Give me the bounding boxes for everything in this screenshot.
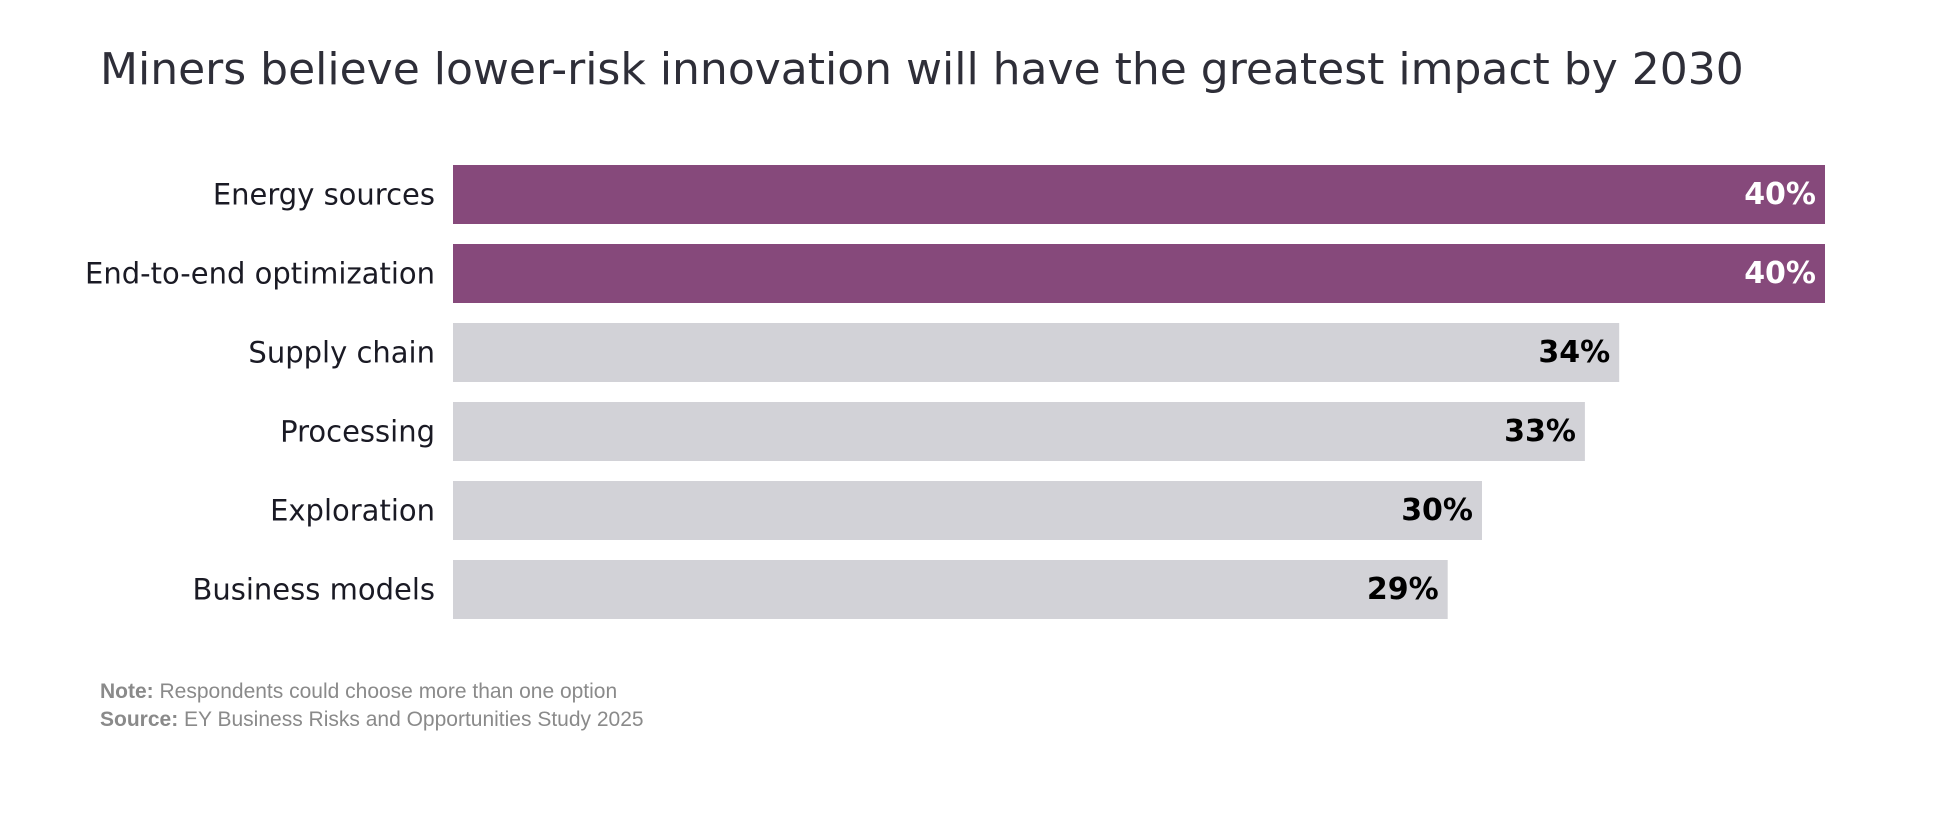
bar-supply-chain: [453, 323, 1620, 382]
category-label: Exploration: [270, 494, 435, 528]
category-label: Processing: [280, 415, 435, 449]
chart-title: Miners believe lower-risk innovation wil…: [100, 44, 1744, 95]
note-text: Respondents could choose more than one o…: [159, 680, 618, 703]
source-label: Source:: [100, 708, 179, 731]
source-text: EY Business Risks and Opportunities Stud…: [184, 708, 644, 731]
value-label: 30%: [1401, 493, 1473, 528]
bar-exploration: [453, 481, 1482, 540]
source-footnote: Source: EY Business Risks and Opportunit…: [100, 708, 644, 732]
category-label: End-to-end optimization: [85, 257, 435, 291]
category-label: Supply chain: [248, 336, 435, 370]
value-label: 34%: [1538, 335, 1610, 370]
bar-business-models: [453, 560, 1448, 619]
category-label: Business models: [192, 573, 435, 607]
value-label: 40%: [1744, 256, 1816, 291]
bar-processing: [453, 402, 1585, 461]
note-footnote: Note: Respondents could choose more than…: [100, 680, 617, 704]
bar-energy-sources: [453, 165, 1825, 224]
value-label: 33%: [1504, 414, 1576, 449]
note-label: Note:: [100, 680, 154, 703]
bar-chart: Energy sources 40% End-to-end optimization…: [85, 165, 1825, 619]
value-label: 29%: [1367, 572, 1439, 607]
category-label: Energy sources: [213, 178, 435, 212]
value-label: 40%: [1744, 177, 1816, 212]
bar-end-to-end-optimization: [453, 244, 1825, 303]
